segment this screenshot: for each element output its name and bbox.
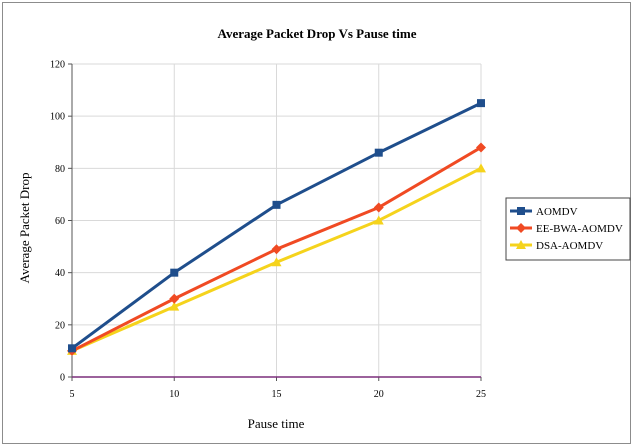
y-tick-label: 120 — [50, 60, 65, 71]
legend-marker — [517, 207, 525, 215]
y-tick-label: 80 — [55, 164, 65, 175]
data-point — [169, 301, 180, 311]
data-point — [169, 293, 180, 304]
x-tick-label: 20 — [374, 389, 384, 400]
data-point — [373, 215, 384, 225]
data-point — [271, 244, 282, 255]
x-tick-label: 10 — [169, 389, 179, 400]
data-point — [476, 142, 486, 153]
data-point — [476, 163, 486, 173]
data-point — [374, 148, 383, 157]
grid-lines — [71, 63, 482, 378]
data-point — [373, 202, 384, 213]
y-tick-label: 100 — [50, 112, 65, 123]
y-axis-label: Average Packet Drop — [17, 173, 32, 284]
y-tick-label: 0 — [60, 373, 65, 384]
legend-marker — [516, 223, 526, 233]
x-tick-label: 5 — [70, 389, 75, 400]
legend: AOMDV EE-BWA-AOMDV DSA-AOMDV — [505, 197, 631, 261]
x-tick-label: 15 — [272, 389, 282, 400]
y-tick-label: 40 — [55, 268, 65, 279]
data-point — [170, 268, 179, 277]
x-tick-label: 25 — [476, 389, 486, 400]
axes — [68, 63, 482, 381]
legend-item: EE-BWA-AOMDV — [510, 223, 623, 235]
data-point — [68, 344, 76, 353]
legend-marker — [516, 240, 526, 249]
chart-title: Average Packet Drop Vs Pause time — [218, 26, 417, 41]
series-lines — [67, 99, 486, 356]
legend-label: AOMDV — [536, 206, 578, 218]
legend-label: EE-BWA-AOMDV — [536, 223, 623, 235]
legend-item: AOMDV — [510, 206, 578, 218]
y-tick-label: 20 — [55, 320, 65, 331]
x-axis-label: Pause time — [248, 416, 305, 431]
data-point — [271, 257, 282, 267]
legend-label: DSA-AOMDV — [536, 240, 603, 252]
data-point — [477, 99, 485, 108]
data-point — [272, 200, 281, 209]
y-tick-labels: 0 20 40 60 80 100 120 — [50, 60, 65, 384]
y-tick-label: 60 — [55, 216, 65, 227]
legend-item: DSA-AOMDV — [510, 240, 603, 252]
x-tick-labels: 5 10 15 20 25 — [70, 389, 487, 400]
series-aomdv — [68, 99, 485, 353]
